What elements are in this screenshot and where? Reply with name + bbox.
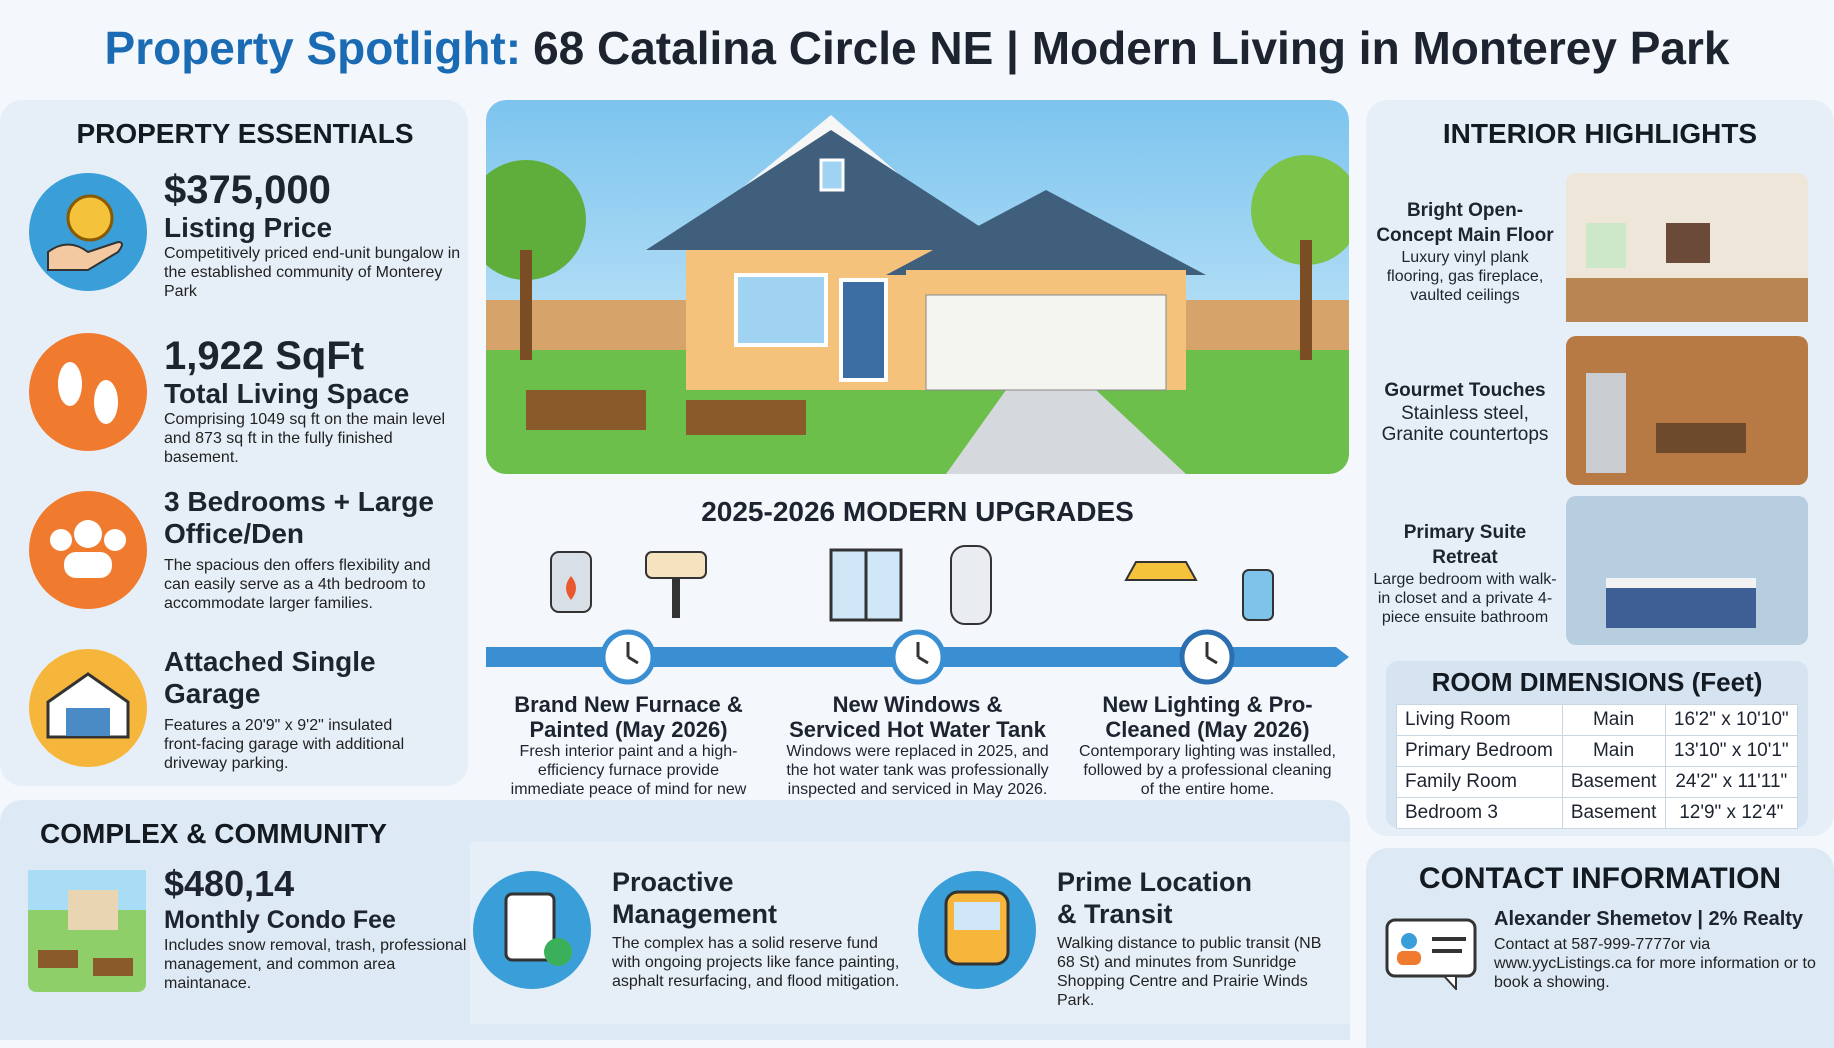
essential-item: 1,922 SqFt Total Living Space Comprising… [164, 334, 469, 467]
upgrades-heading: 2025-2026 MODERN UPGRADES [701, 496, 1134, 527]
upgrade-title: New Windows & Serviced Hot Water Tank [789, 692, 1046, 742]
room-cell: Basement [1561, 797, 1666, 829]
essential-text: Competitively priced end-unit bungalow i… [164, 245, 461, 300]
community-item: $480,14 Monthly Condo Fee Includes snow … [164, 864, 484, 993]
room-cell: Primary Bedroom [1396, 735, 1563, 767]
community-title: Proactive Management [612, 867, 778, 929]
community-text: Walking distance to public transit (NB 6… [1057, 935, 1322, 1009]
rooms-box: ROOM DIMENSIONS (Feet) Living Room Main 16… [1386, 661, 1808, 829]
essential-text: Comprising 1049 sq ft on the main level … [164, 411, 446, 466]
essential-item: 3 Bedrooms + Large Office/Den The spacio… [164, 486, 454, 613]
room-cell: Main [1561, 735, 1666, 767]
interior-heading: INTERIOR HIGHLIGHTS [1442, 118, 1758, 149]
essential-value: $375,000 [164, 168, 331, 212]
interior-item: Bright Open-Concept Main Floor Luxury vi… [1372, 198, 1558, 305]
header: Property Spotlight: 68 Catalina Circle N… [0, 0, 1834, 96]
community-title: $480,14 [164, 863, 295, 904]
essential-value: 1,922 SqFt [164, 334, 365, 378]
essential-value: 3 Bedrooms + Large Office/Den [164, 486, 434, 549]
essential-text: The spacious den offers flexibility and … [164, 557, 431, 612]
room-cell: Bedroom 3 [1396, 797, 1563, 829]
title-prefix: Property Spotlight: [104, 22, 522, 74]
room-cell: Main [1561, 704, 1666, 736]
essential-item: Attached Single Garage Features a 20'9" … [164, 646, 434, 773]
community-item: Proactive Management The complex has a s… [612, 866, 902, 991]
contact-icon [1385, 918, 1477, 990]
community-item: Prime Location & Transit Walking distanc… [1057, 866, 1327, 1010]
room-cell: Family Room [1396, 766, 1563, 798]
interior-photos [1566, 173, 1808, 645]
essential-label: Total Living Space [164, 378, 410, 409]
upgrade-text: Contemporary lighting was installed, fol… [1078, 743, 1336, 798]
contact-text: Contact at 587-999-7777or via www.yycLis… [1494, 936, 1816, 991]
community-heading: COMPLEX & COMMUNITY [40, 818, 387, 849]
title: 68 Catalina Circle NE | Modern Living in… [533, 22, 1730, 74]
room-row: Bedroom 3 Basement 12'9" x 12'4" [1396, 797, 1799, 829]
rooms-table: Living Room Main 16'2" x 10'10" Primary Bed… [1396, 704, 1799, 829]
room-row: Family Room Basement 24'2" x 11'11" [1396, 766, 1799, 798]
room-cell: 16'2" x 10'10" [1664, 704, 1799, 736]
essential-text: Features a 20'9" x 9'2" insulated front-… [164, 717, 405, 772]
essentials-icons [29, 173, 147, 767]
upgrade-item: New Windows & Serviced Hot Water Tank Wi… [785, 692, 1050, 799]
essential-value: Attached Single Garage [164, 646, 376, 709]
room-cell: 13'10" x 10'1" [1664, 735, 1799, 767]
interior-title: Gourmet Touches [1384, 380, 1546, 401]
interior-item: Primary Suite Retreat Large bedroom with… [1372, 520, 1558, 627]
community-band [470, 842, 1350, 1024]
interior-item: Gourmet Touches Stainless steel, Granite… [1372, 378, 1558, 445]
house-illustration [486, 100, 1349, 474]
rooms-heading: ROOM DIMENSIONS (Feet) [1431, 667, 1763, 697]
interior-title: Primary Suite Retreat [1403, 522, 1527, 568]
contact-heading: CONTACT INFORMATION [1418, 862, 1782, 895]
community-subtitle: Monthly Condo Fee [164, 906, 396, 934]
community-title: Prime Location & Transit [1057, 867, 1253, 929]
room-cell: Living Room [1396, 704, 1563, 736]
community-icons [28, 870, 1036, 992]
essential-label: Listing Price [164, 212, 333, 243]
interior-text: Luxury vinyl plank flooring, gas firepla… [1386, 249, 1544, 304]
room-cell: 12'9" x 12'4" [1664, 797, 1799, 829]
interior-text: Stainless steel, Granite countertops [1381, 403, 1549, 445]
essentials-heading: PROPERTY ESSENTIALS [76, 118, 414, 149]
community-text: The complex has a solid reserve fund wit… [612, 935, 900, 990]
rooms-rows: Living Room Main 16'2" x 10'10" Primary Bed… [1396, 704, 1799, 829]
upgrade-text: Windows were replaced in 2025, and the h… [786, 743, 1049, 798]
room-row: Primary Bedroom Main 13'10" x 10'1" [1396, 735, 1799, 767]
room-row: Living Room Main 16'2" x 10'10" [1396, 704, 1799, 736]
room-cell: Basement [1561, 766, 1666, 798]
upgrade-item: New Lighting & Pro-Cleaned (May 2026) Co… [1075, 692, 1340, 799]
community-text: Includes snow removal, trash, profession… [164, 937, 467, 992]
upgrade-title: Brand New Furnace & Painted (May 2026) [514, 692, 743, 742]
upgrade-item: Brand New Furnace & Painted (May 2026) F… [506, 692, 751, 818]
contact-name: Alexander Shemetov | 2% Realty [1494, 908, 1804, 930]
upgrades-timeline [486, 545, 1349, 685]
upgrade-title: New Lighting & Pro-Cleaned (May 2026) [1102, 692, 1313, 742]
contact-body: Alexander Shemetov | 2% Realty Contact a… [1494, 908, 1824, 992]
essential-item: $375,000 Listing Price Competitively pri… [164, 168, 464, 301]
interior-text: Large bedroom with walk-in closet and a … [1373, 571, 1557, 626]
interior-title: Bright Open-Concept Main Floor [1376, 200, 1554, 246]
room-cell: 24'2" x 11'11" [1664, 766, 1799, 798]
